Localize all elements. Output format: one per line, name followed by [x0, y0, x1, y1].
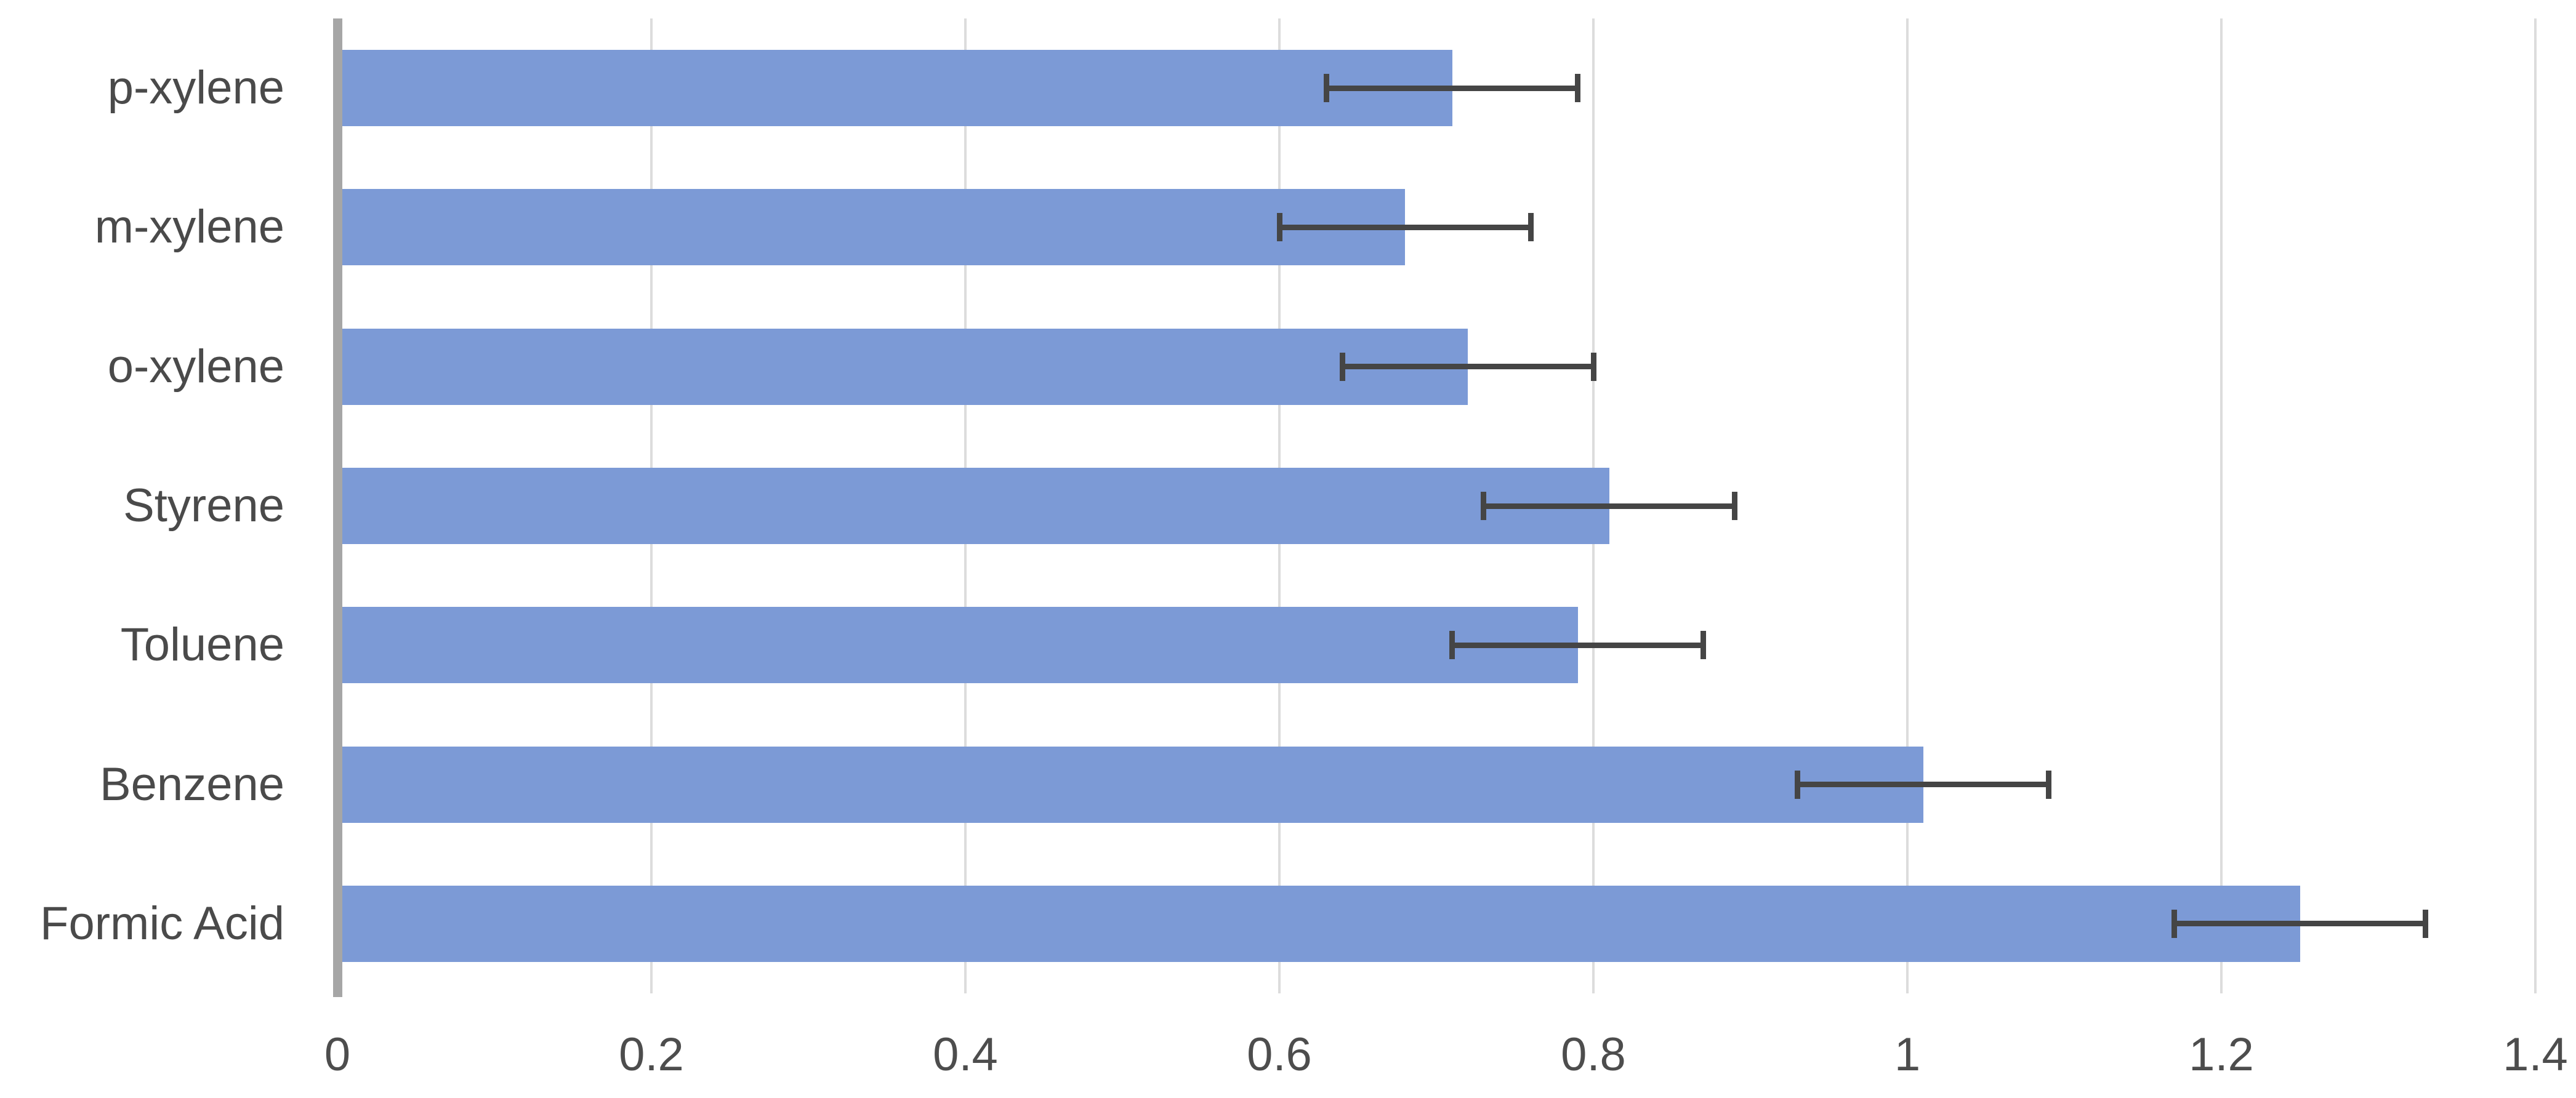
error-bar-line — [1326, 85, 1578, 91]
category-axis-label: m-xylene — [94, 201, 284, 254]
bar — [337, 885, 2300, 962]
category-axis-label: Formic Acid — [40, 897, 284, 950]
category-axis-label: Benzene — [99, 758, 284, 811]
error-bar-cap-right — [1701, 631, 1706, 660]
category-axis-label: p-xylene — [107, 62, 284, 114]
error-bar-cap-left — [1481, 492, 1486, 520]
value-axis-tick-label: 0.4 — [933, 1028, 998, 1081]
error-bar-line — [1452, 642, 1704, 648]
error-bar-cap-right — [2046, 770, 2051, 799]
bar — [337, 328, 1468, 405]
error-bar-cap-left — [1276, 213, 1282, 242]
category-axis-label: o-xylene — [107, 340, 284, 393]
value-axis-tick-label: 0.2 — [619, 1028, 684, 1081]
gridline — [1906, 18, 1909, 993]
error-bar-line — [1342, 364, 1593, 370]
value-axis-tick-label: 1.2 — [2189, 1028, 2254, 1081]
bar — [337, 607, 1578, 684]
category-axis-label: Styrene — [123, 479, 284, 532]
bar — [337, 189, 1405, 266]
error-bar-line — [1797, 782, 2049, 788]
error-bar-cap-left — [1795, 770, 1800, 799]
error-bar-line — [1483, 503, 1735, 509]
value-axis-tick-label: 0.8 — [1561, 1028, 1626, 1081]
error-bar-cap-left — [2171, 909, 2177, 938]
error-bar-cap-right — [2423, 909, 2428, 938]
error-bar-cap-right — [1575, 74, 1580, 103]
error-bar-cap-right — [1590, 352, 1596, 381]
bar — [337, 746, 1923, 823]
value-axis-tick-label: 0 — [324, 1028, 351, 1081]
error-bar-cap-right — [1527, 213, 1534, 242]
error-bar-cap-left — [1339, 352, 1345, 381]
gridline — [2220, 18, 2223, 993]
value-axis-tick-label: 1.4 — [2503, 1028, 2568, 1081]
gridline — [2534, 18, 2537, 993]
error-bar-line — [2174, 921, 2426, 927]
error-bar-cap-left — [1324, 74, 1329, 103]
value-axis-line — [332, 18, 342, 997]
category-axis-label: Toluene — [120, 619, 284, 671]
bar — [337, 50, 1452, 127]
error-bar-cap-right — [1732, 492, 1737, 520]
value-axis-tick-label: 0.6 — [1247, 1028, 1312, 1081]
bar — [337, 468, 1609, 544]
error-bar-line — [1279, 224, 1531, 230]
error-bar-cap-left — [1449, 631, 1455, 660]
value-axis-tick-label: 1 — [1894, 1028, 1921, 1081]
